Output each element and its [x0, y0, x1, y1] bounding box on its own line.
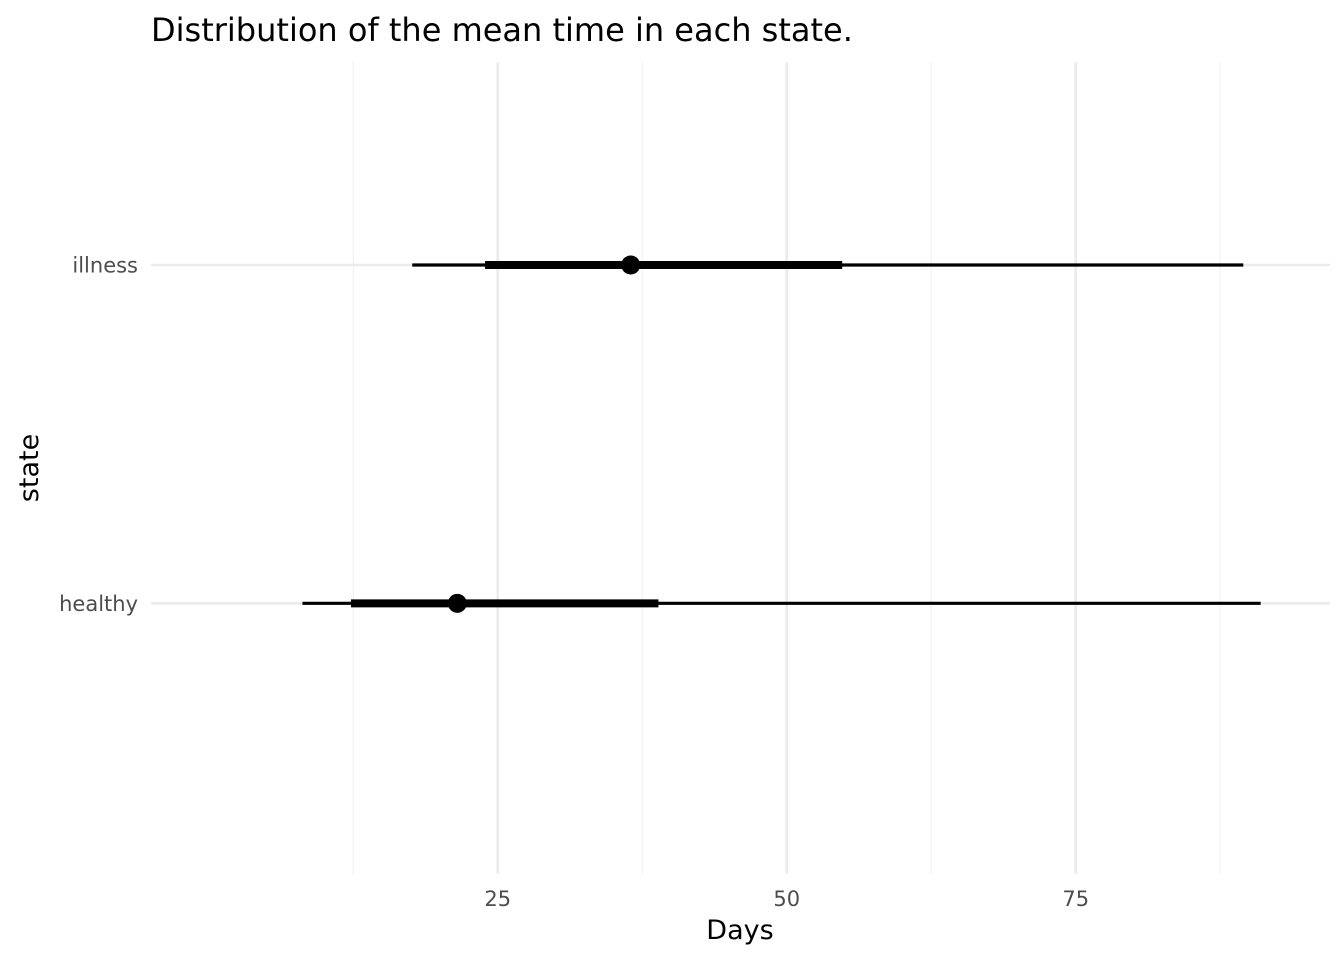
x-tick-label: 75 — [1062, 887, 1089, 911]
x-axis-title: Days — [706, 915, 773, 946]
x-tick-label: 50 — [773, 887, 800, 911]
grid-layer — [151, 62, 1330, 874]
chart-title: Distribution of the mean time in each st… — [151, 11, 853, 49]
marks-layer — [302, 255, 1261, 613]
y-axis-title: state — [14, 434, 45, 502]
point-estimate-healthy — [447, 593, 467, 613]
x-tick-label: 25 — [484, 887, 511, 911]
point-estimate-illness — [621, 255, 641, 275]
ticks-layer: 25 50 75 illness healthy — [59, 254, 1089, 912]
y-tick-label: illness — [72, 254, 138, 278]
y-tick-label: healthy — [59, 592, 138, 616]
